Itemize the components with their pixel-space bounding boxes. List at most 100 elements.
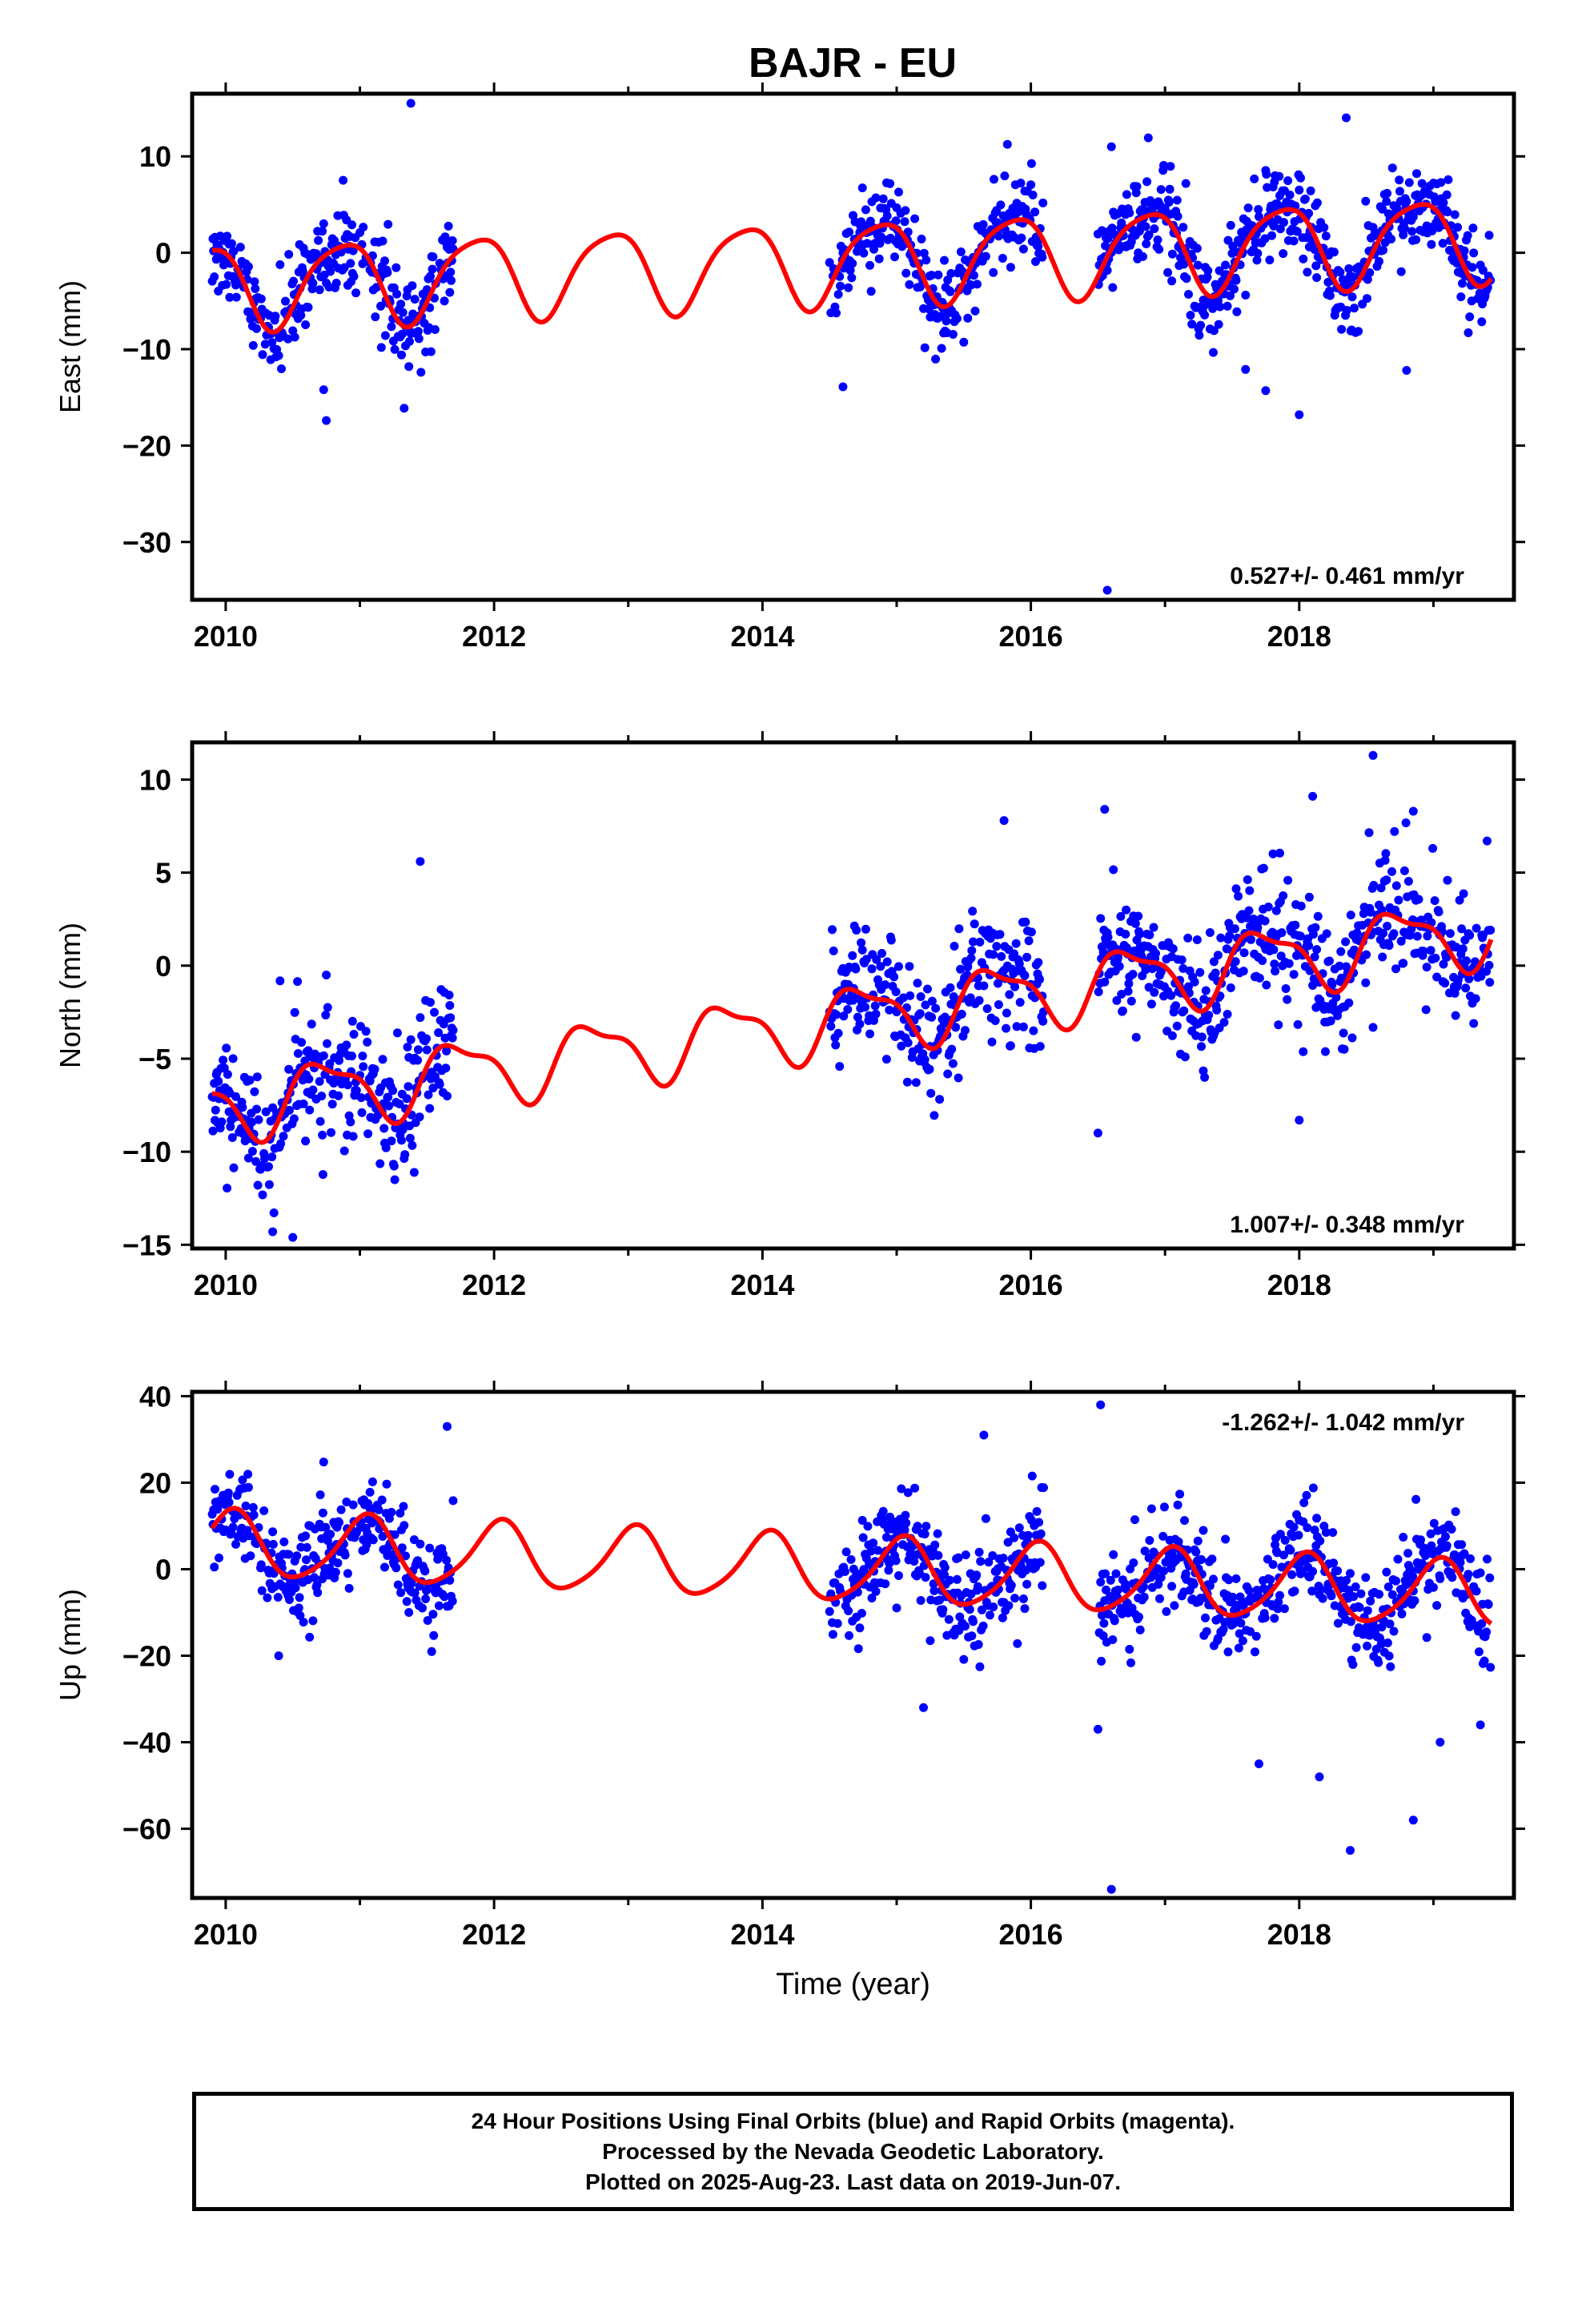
north-outlier-point: [1100, 805, 1110, 814]
east-point: [1260, 234, 1270, 243]
north-point: [1378, 952, 1387, 962]
north-point: [363, 1129, 373, 1139]
up-point: [1386, 1662, 1395, 1671]
north-point: [1180, 1052, 1190, 1062]
up-point: [1474, 1647, 1484, 1657]
up-point: [1006, 1581, 1016, 1590]
east-point: [1026, 180, 1036, 190]
north-point: [885, 1005, 894, 1015]
up-outlier-point: [1346, 1846, 1355, 1856]
north-point: [1118, 1006, 1127, 1015]
north-point: [404, 1082, 413, 1092]
east-point: [1250, 174, 1259, 183]
north-point: [829, 946, 838, 955]
north-point: [1117, 990, 1126, 999]
east-frame: [190, 91, 1516, 602]
north-point: [957, 1009, 966, 1019]
north-point: [1021, 917, 1030, 927]
east-point: [885, 179, 895, 188]
up-point: [1263, 1554, 1272, 1564]
up-point: [399, 1502, 408, 1511]
north-point: [1455, 895, 1464, 905]
up-point: [1199, 1526, 1208, 1535]
east-point: [284, 250, 294, 259]
north-point: [381, 1143, 391, 1152]
east-x-tick-label: 2016: [999, 620, 1063, 653]
north-point: [1331, 993, 1341, 1002]
east-point: [1203, 272, 1212, 282]
north-point: [1387, 866, 1396, 876]
up-point: [1289, 1522, 1299, 1532]
north-x-tick-label: 2014: [730, 1269, 794, 1301]
east-point: [383, 267, 392, 277]
north-y-axis-label: North (mm): [54, 923, 86, 1068]
north-point: [1439, 959, 1448, 969]
up-point: [211, 1485, 219, 1494]
north-point: [997, 951, 1006, 961]
up-point: [1351, 1642, 1361, 1652]
north-point: [1243, 875, 1252, 884]
up-point: [926, 1636, 935, 1646]
north-point: [1445, 929, 1455, 939]
up-x-tick-label: 2018: [1267, 1918, 1331, 1951]
north-point: [926, 1088, 936, 1098]
up-point: [249, 1510, 259, 1520]
up-point: [1477, 1619, 1487, 1628]
up-point: [1130, 1515, 1139, 1525]
up-point: [998, 1554, 1008, 1563]
north-point: [1146, 999, 1156, 1009]
north-point: [301, 1136, 311, 1146]
up-point: [310, 1573, 319, 1582]
north-point: [1103, 932, 1113, 942]
up-point: [416, 1539, 425, 1549]
east-outlier-point: [1106, 142, 1116, 151]
north-point: [1109, 865, 1118, 875]
north-point: [1151, 949, 1160, 958]
north-point: [1134, 911, 1143, 921]
east-point: [931, 354, 941, 364]
north-point: [943, 1069, 953, 1079]
north-point: [1239, 948, 1249, 958]
east-point: [222, 279, 231, 289]
north-point: [911, 1078, 921, 1088]
up-point: [1456, 1558, 1465, 1567]
north-outlier-point: [1483, 836, 1492, 846]
east-point: [1354, 327, 1363, 336]
east-point: [871, 193, 881, 203]
east-point: [836, 281, 845, 291]
east-point: [1181, 179, 1191, 188]
east-point: [1028, 191, 1038, 199]
up-point: [976, 1557, 986, 1566]
north-point: [217, 1117, 227, 1127]
north-point: [905, 962, 914, 971]
north-point: [870, 1001, 880, 1011]
north-point: [1014, 959, 1024, 968]
north-point: [351, 1086, 361, 1096]
north-point: [894, 962, 903, 971]
up-point: [331, 1567, 340, 1577]
north-point: [826, 1022, 836, 1031]
east-point: [347, 220, 356, 230]
east-point: [943, 275, 953, 285]
north-point: [424, 1090, 433, 1100]
north-point: [426, 998, 435, 1007]
east-point: [359, 223, 368, 232]
east-point: [1379, 245, 1388, 255]
north-point: [1459, 889, 1468, 899]
north-point: [308, 1085, 318, 1095]
up-point: [380, 1562, 389, 1572]
up-point: [1480, 1656, 1489, 1666]
north-y-tick-label: −5: [139, 1043, 171, 1076]
up-point: [846, 1554, 856, 1564]
north-point: [1269, 945, 1279, 955]
east-point: [1125, 208, 1134, 218]
up-point: [1221, 1534, 1231, 1544]
north-point: [1274, 1020, 1283, 1030]
up-point: [404, 1608, 414, 1617]
north-point: [1326, 1016, 1335, 1026]
up-point: [873, 1546, 882, 1555]
north-point: [1396, 936, 1406, 946]
east-point: [1378, 204, 1387, 214]
up-point: [1383, 1638, 1392, 1647]
up-point: [1349, 1592, 1359, 1602]
